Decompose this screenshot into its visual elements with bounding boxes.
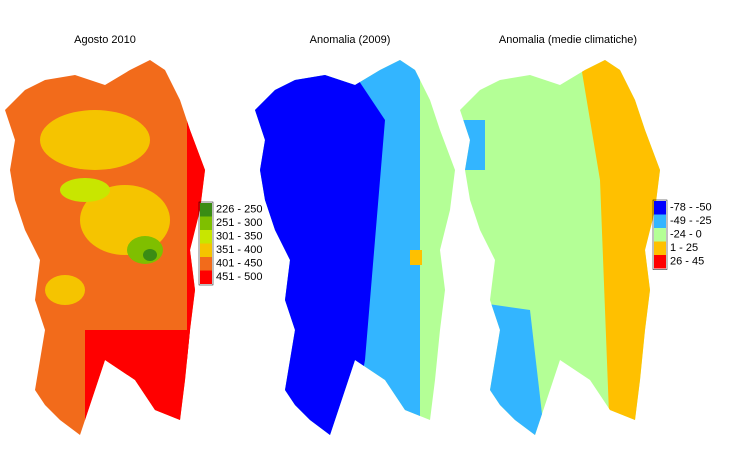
legend-frame [198,201,214,286]
legend-label: 401 - 450 [216,258,262,270]
legend-swatch [200,257,212,271]
map-title: Anomalia (medie climatiche) [499,34,637,46]
legend-label: -78 - -50 [670,202,712,214]
legend-swatch [654,255,666,269]
legend-swatch [200,270,212,284]
legend-swatch [200,203,212,217]
legend-swatch [654,228,666,242]
legend-label: 251 - 300 [216,217,262,229]
legend-swatch [200,243,212,257]
legend-frame [652,199,668,270]
legend-label: 1 - 25 [670,242,698,254]
legend-label: 301 - 350 [216,231,262,243]
legend-label: 226 - 250 [216,204,262,216]
map-title: Agosto 2010 [74,34,136,46]
legend-label: 351 - 400 [216,244,262,256]
legend-swatch [200,216,212,230]
map-anomalia-medie [460,60,660,435]
map-anomalia-2009 [255,60,455,435]
legend-swatch [654,241,666,255]
legend-label: 451 - 500 [216,271,262,283]
legend-label: -24 - 0 [670,229,702,241]
map-title: Anomalia (2009) [310,34,391,46]
map-agosto [5,60,205,435]
legend-swatch [654,201,666,215]
legend-label: -49 - -25 [670,215,712,227]
legend: -78 - -50-49 - -25 -24 - 01 - 25 26 - 45 [652,199,712,270]
legend-swatch [654,214,666,228]
legend-swatch [200,230,212,244]
legend-label: 26 - 45 [670,256,704,268]
